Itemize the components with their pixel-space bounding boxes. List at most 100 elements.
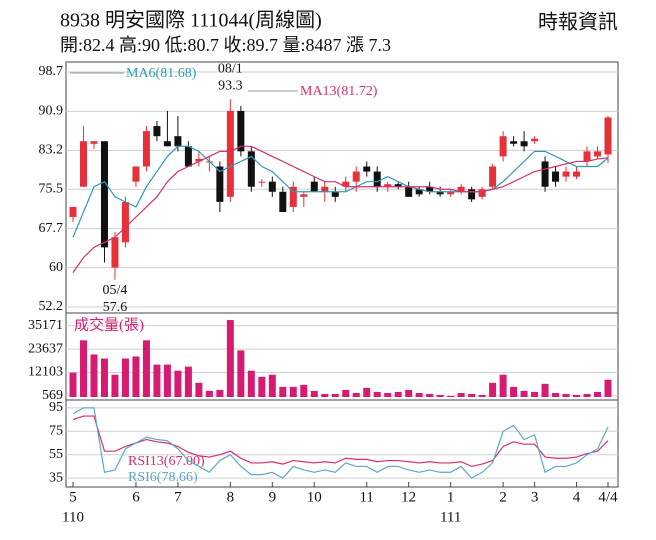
volume-bar — [499, 374, 507, 397]
volume-bar — [489, 382, 497, 397]
y-tick-label: 23637 — [28, 341, 63, 356]
candle-body — [79, 141, 87, 187]
volume-bar — [373, 391, 381, 397]
y-tick-label: 60 — [49, 260, 63, 275]
volume-bar — [247, 370, 255, 397]
x-year-label: 111 — [440, 509, 461, 525]
candle-body — [573, 171, 581, 177]
candle-body — [531, 138, 539, 142]
candle-body — [268, 181, 276, 192]
y-tick-label: 98.7 — [39, 64, 64, 79]
volume-bar — [121, 358, 129, 397]
volume-bar — [69, 372, 77, 397]
volume-bar — [216, 389, 224, 397]
volume-bar — [604, 379, 612, 397]
volume-bar — [342, 389, 350, 397]
panel-title: 成交量(張) — [74, 315, 144, 333]
y-tick-label: 90.9 — [39, 104, 64, 119]
volume-bar — [562, 393, 570, 397]
candle-body — [478, 189, 486, 197]
candle-body — [457, 186, 465, 192]
volume-bar — [457, 392, 465, 397]
candle-body — [279, 191, 287, 212]
candle-body — [69, 206, 77, 218]
candle-body — [373, 171, 381, 187]
volume-bar — [205, 390, 213, 397]
y-tick-label: 35171 — [28, 318, 63, 333]
x-year-label: 110 — [62, 509, 84, 525]
annotation-date: 08/1 — [218, 62, 243, 77]
volume-bar — [100, 358, 108, 397]
volume-bar — [426, 393, 434, 397]
quote: 開:82.4 高:90 低:80.7 收:89.7 量:8487 漲 7.3 — [60, 35, 391, 55]
volume-bar — [226, 320, 234, 397]
volume-bar — [79, 340, 87, 397]
volume-bar — [552, 392, 560, 397]
candle-body — [258, 181, 266, 183]
candle-body — [604, 117, 612, 155]
volume-bar — [321, 393, 329, 397]
candle-body — [184, 146, 192, 167]
volume-bar — [384, 392, 392, 397]
candle-body — [541, 161, 549, 187]
y-tick-label: 569 — [42, 388, 63, 403]
legend-label: MA13(81.72) — [300, 84, 378, 99]
candle-body — [447, 191, 455, 195]
candle-body — [499, 136, 507, 157]
volume-bar — [174, 370, 182, 397]
y-tick-label: 52.2 — [39, 299, 64, 314]
candle-body — [195, 158, 203, 162]
y-tick-label: 55 — [49, 447, 63, 462]
candle-body — [352, 171, 360, 182]
candle-body — [342, 181, 350, 187]
x-tick-label: 4 — [573, 489, 581, 505]
volume-bar — [468, 393, 476, 397]
volume-bar — [436, 394, 444, 397]
candle-body — [300, 194, 308, 197]
x-tick-label: 8 — [227, 489, 235, 505]
candle-body — [237, 110, 245, 152]
candle-body — [247, 151, 255, 187]
volume-bar — [279, 386, 287, 397]
candle-body — [394, 184, 402, 187]
candle-body — [405, 186, 413, 197]
volume-bar — [163, 364, 171, 397]
candle-body — [321, 186, 329, 192]
y-tick-label: 12103 — [28, 365, 63, 380]
x-tick-label: 2 — [499, 489, 507, 505]
candle-body — [363, 166, 371, 172]
volume-bar — [594, 391, 602, 397]
annotation-value: 93.3 — [218, 79, 243, 94]
candle-body — [552, 171, 560, 182]
volume-bar — [394, 391, 402, 397]
candle-body — [594, 151, 602, 157]
y-tick-label: 75.5 — [39, 181, 64, 196]
annotation-date: 05/4 — [103, 283, 128, 298]
line — [72, 407, 609, 479]
volume-bar — [447, 395, 455, 397]
volume-bar — [541, 383, 549, 397]
line — [72, 415, 609, 468]
y-tick-label: 75 — [49, 424, 63, 439]
candle-body — [226, 110, 234, 197]
volume-bar — [510, 386, 518, 397]
volume-bar — [237, 350, 245, 397]
candle-body — [384, 184, 392, 187]
x-tick-label: 10 — [307, 489, 322, 505]
legend-label: RSI13(67.00) — [128, 454, 205, 469]
candle-body — [510, 141, 518, 144]
x-tick-label: 9 — [269, 489, 277, 505]
legend-label: MA6(81.68) — [126, 66, 197, 81]
candle-body — [426, 186, 434, 192]
volume-bar — [310, 390, 318, 397]
candle-body — [90, 141, 98, 144]
volume-bar — [531, 391, 539, 397]
candle-body — [174, 136, 182, 147]
candle-body — [153, 126, 161, 137]
volume-bar — [90, 354, 98, 397]
volume-bar — [142, 340, 150, 397]
candle-body — [121, 201, 129, 243]
volume-bar — [352, 392, 360, 397]
candle-body — [468, 189, 476, 200]
x-tick-label: 5 — [69, 489, 77, 505]
